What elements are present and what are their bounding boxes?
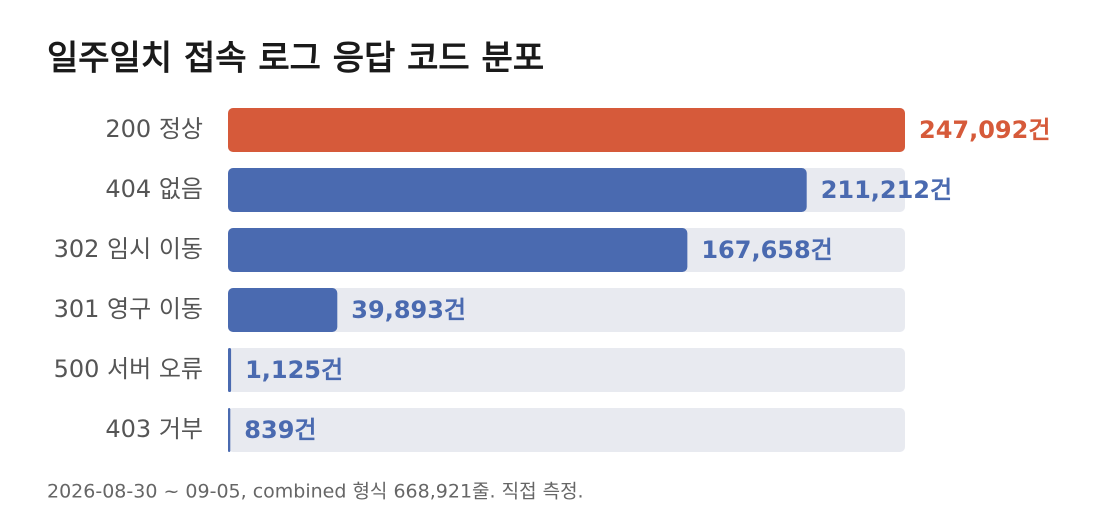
bar-track (228, 348, 905, 392)
value-label: 211,212건 (821, 176, 952, 204)
chart-title: 일주일치 접속 로그 응답 코드 분포 (47, 39, 544, 79)
bar (228, 168, 807, 212)
bar-track (228, 408, 905, 452)
bar (228, 108, 905, 152)
bar (228, 288, 338, 332)
category-label: 200 정상 (105, 115, 203, 143)
category-label: 404 없음 (105, 175, 203, 203)
bar (228, 408, 231, 452)
bar (228, 228, 688, 272)
chart-note: 2026-08-30 ~ 09-05, combined 형식 668,921줄… (47, 481, 584, 503)
value-label: 839건 (244, 416, 316, 444)
value-label: 1,125건 (245, 356, 343, 384)
value-label: 167,658건 (701, 236, 832, 264)
value-label: 247,092건 (919, 116, 1050, 144)
bar-track (228, 288, 905, 332)
category-label: 301 영구 이동 (54, 295, 203, 323)
category-label: 403 거부 (105, 415, 203, 443)
bar (228, 348, 232, 392)
category-label: 302 임시 이동 (54, 235, 203, 263)
category-label: 500 서버 오류 (54, 355, 203, 383)
value-label: 39,893건 (351, 296, 466, 324)
